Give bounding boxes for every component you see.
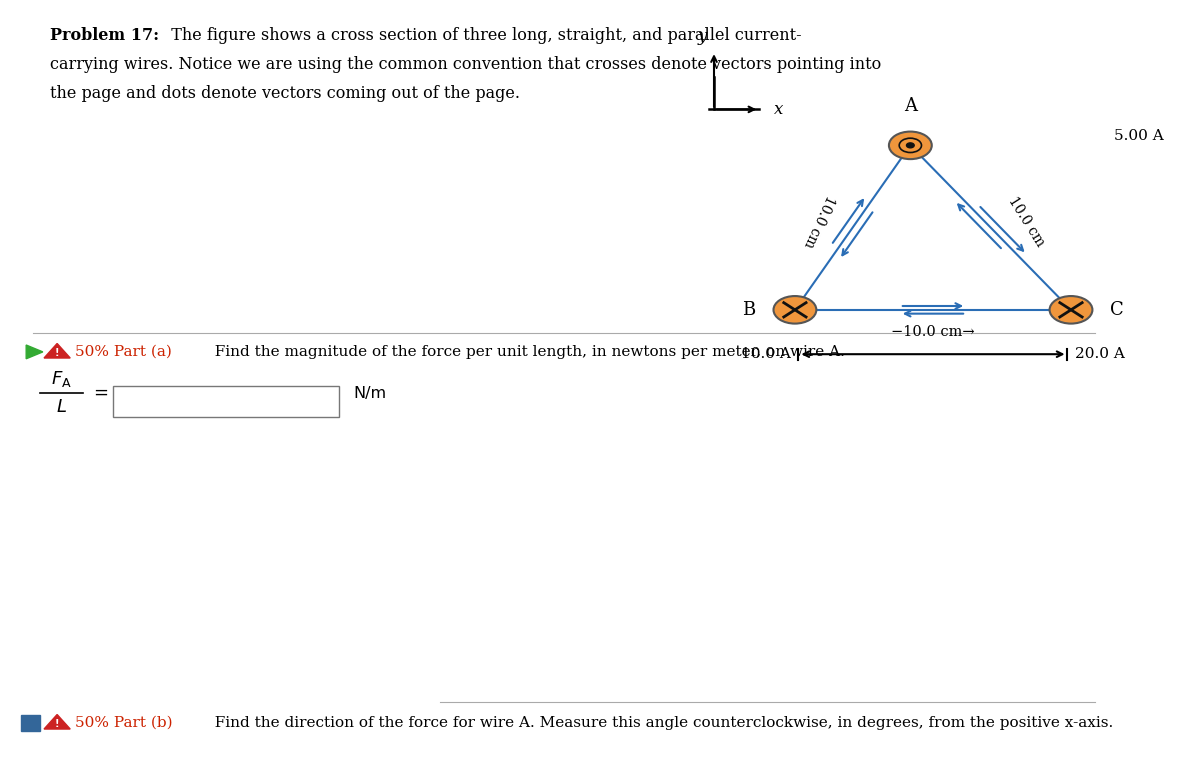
- Text: !: !: [55, 347, 60, 358]
- Text: $L$: $L$: [56, 398, 68, 416]
- Text: =: =: [93, 384, 108, 402]
- FancyBboxPatch shape: [113, 386, 339, 417]
- Text: the page and dots denote vectors coming out of the page.: the page and dots denote vectors coming …: [50, 85, 520, 102]
- Circle shape: [907, 143, 914, 148]
- Text: −10.0 cm→: −10.0 cm→: [891, 325, 975, 339]
- Text: 50% Part (a): 50% Part (a): [75, 345, 171, 359]
- FancyBboxPatch shape: [21, 715, 40, 731]
- Text: C: C: [1110, 301, 1125, 319]
- Text: 10.0 cm: 10.0 cm: [1006, 194, 1047, 249]
- Text: B: B: [743, 301, 756, 319]
- Text: Find the direction of the force for wire A. Measure this angle counterclockwise,: Find the direction of the force for wire…: [205, 716, 1113, 730]
- Circle shape: [1050, 296, 1092, 324]
- Text: Find the magnitude of the force per unit length, in newtons per meter, on wire A: Find the magnitude of the force per unit…: [205, 345, 845, 359]
- Text: y: y: [697, 28, 707, 45]
- Text: !: !: [55, 718, 60, 729]
- Text: x: x: [774, 101, 783, 118]
- Text: The figure shows a cross section of three long, straight, and parallel current-: The figure shows a cross section of thre…: [161, 27, 801, 44]
- Circle shape: [889, 132, 932, 159]
- Text: carrying wires. Notice we are using the common convention that crosses denote ve: carrying wires. Notice we are using the …: [50, 56, 882, 73]
- Text: 5.00 A: 5.00 A: [1114, 129, 1164, 143]
- Text: N/m: N/m: [353, 386, 387, 401]
- Polygon shape: [44, 715, 70, 729]
- Text: 20.0 A: 20.0 A: [1075, 347, 1125, 361]
- Text: 10.0 A: 10.0 A: [741, 347, 791, 361]
- Text: Problem 17:: Problem 17:: [50, 27, 159, 44]
- Polygon shape: [26, 345, 43, 359]
- Text: $F_\mathrm{A}$: $F_\mathrm{A}$: [51, 369, 73, 389]
- Polygon shape: [44, 343, 70, 358]
- Text: 10.0 cm: 10.0 cm: [801, 193, 838, 250]
- Circle shape: [774, 296, 816, 324]
- Text: 50% Part (b): 50% Part (b): [75, 716, 173, 730]
- Text: A: A: [904, 96, 916, 115]
